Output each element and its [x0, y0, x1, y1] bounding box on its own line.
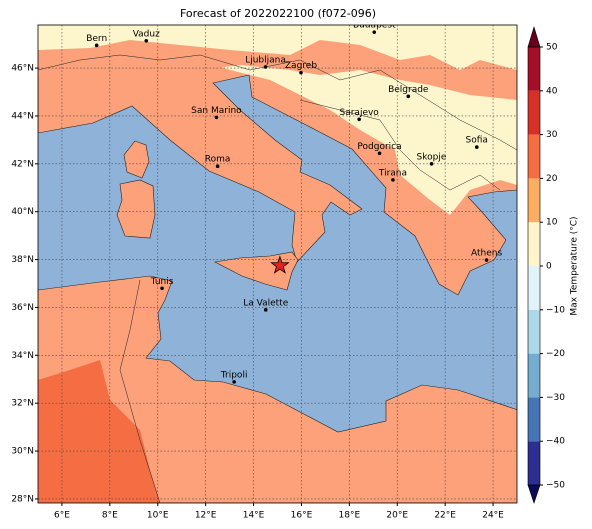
borders [119, 279, 161, 503]
colorbar-band [528, 90, 540, 135]
city-dot [263, 308, 268, 312]
colorbar-band [528, 47, 540, 91]
city-dot [357, 117, 361, 122]
borders [38, 54, 517, 151]
lon-tick-label: 14°E [243, 511, 265, 521]
europe-warm-strip [38, 40, 517, 100]
city-dot [429, 162, 434, 166]
colorbar-tick-label: −20 [546, 349, 565, 359]
city-dot [232, 380, 236, 384]
city-dot [391, 178, 395, 182]
colorbar-tick-label: 10 [546, 218, 558, 228]
colorbar-tick-label: 40 [546, 86, 558, 96]
colorbar-band [528, 441, 540, 485]
lon-tick-label: 8°E [102, 511, 118, 521]
lat-tick-label: 40°N [11, 207, 34, 217]
colorbar-band [528, 353, 540, 398]
city-dot [94, 43, 99, 48]
colorbar-band [528, 178, 540, 223]
lat-tick-label: 28°N [11, 494, 34, 504]
city-dot [484, 258, 489, 262]
lon-tick-label: 20°E [386, 511, 408, 521]
lat-tick-label: 44°N [11, 111, 34, 121]
lon-tick-label: 22°E [434, 511, 456, 521]
map-frame [37, 24, 518, 504]
city-label: Bern [86, 34, 107, 44]
colorbar-label: Max Temperature (°C) [570, 216, 580, 315]
lat-tick-label: 46°N [11, 64, 34, 74]
colorbar-band [528, 266, 540, 310]
corsica [123, 140, 150, 179]
city-dot [474, 145, 479, 149]
city-label: Sarajevo [340, 108, 380, 118]
colorbar-tick-label: −50 [546, 481, 565, 491]
lon-tick-label: 12°E [195, 511, 217, 521]
colorbar-tick-label: 50 [546, 43, 558, 53]
colorbar-tick-label: 20 [546, 174, 558, 184]
city-label: Podgorica [357, 142, 401, 152]
lon-tick-label: 24°E [482, 511, 504, 521]
colorbar-tick-label: 30 [546, 130, 558, 140]
city-label: Belgrade [388, 85, 429, 95]
colorbar-tick-label: −10 [546, 305, 565, 315]
lat-tick-label: 30°N [11, 447, 34, 457]
city-dot [214, 115, 219, 120]
lon-tick-label: 10°E [147, 511, 169, 521]
city-dot [263, 65, 268, 69]
city-label: Tripoli [220, 370, 248, 380]
lon-tick-label: 16°E [291, 511, 313, 521]
colorbar-extend [527, 484, 541, 504]
lon-tick-label: 18°E [339, 511, 361, 521]
colorbar-tick-label: 0 [546, 262, 552, 272]
city-label: Roma [205, 155, 231, 165]
africa-hot [38, 360, 160, 503]
city-label: La Valette [243, 298, 288, 308]
lat-tick-label: 36°N [11, 303, 34, 313]
city-label: Vaduz [133, 29, 160, 39]
title: Forecast of 2022022100 (f072-096) [180, 7, 376, 20]
city-label: Zagreb [285, 61, 317, 71]
city-label: Athens [471, 249, 502, 259]
city-dot [160, 286, 164, 291]
lat-tick-label: 34°N [11, 351, 34, 361]
sicily [214, 251, 299, 291]
city-label: Skopje [417, 152, 447, 162]
city-dot [299, 70, 303, 75]
city-label: Tunis [150, 277, 174, 287]
city-dot [215, 164, 220, 169]
colorbar-extend [527, 25, 541, 48]
colorbar-tick-label: −30 [546, 393, 565, 403]
lat-tick-label: 38°N [11, 255, 34, 265]
colorbar-band [528, 309, 540, 354]
city-label: Ljubljana [245, 55, 286, 65]
city-label: Sofia [466, 136, 488, 146]
city-dot [406, 94, 411, 99]
colorbar-band [528, 222, 540, 266]
colorbar-band [528, 134, 540, 179]
lon-tick-label: 6°E [54, 511, 70, 521]
city-label: Budapest [353, 21, 396, 31]
lat-tick-label: 42°N [11, 159, 34, 169]
lat-tick-label: 32°N [11, 399, 34, 409]
colorbar-band [528, 397, 540, 442]
city-label: Tirana [378, 168, 407, 178]
sardinia [116, 179, 156, 239]
city-dot [144, 38, 149, 43]
city-dot [377, 151, 382, 156]
colorbar-tick-label: −40 [546, 437, 565, 447]
borders [299, 99, 501, 191]
city-dot [372, 30, 377, 34]
marker-star [270, 255, 290, 274]
city-label: San Marino [191, 106, 242, 116]
